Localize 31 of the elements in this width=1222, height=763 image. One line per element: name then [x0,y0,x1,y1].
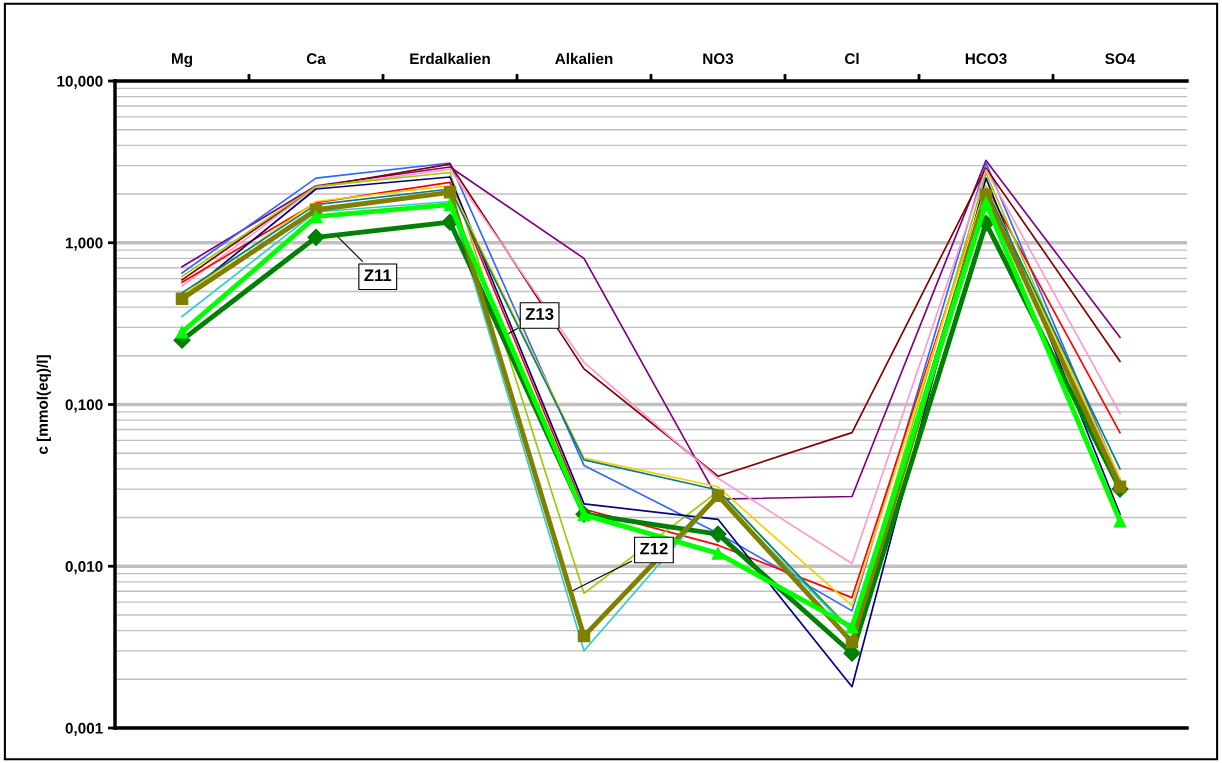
y-tick-label: 10,000 [57,75,103,89]
series-label: Z12 [640,542,668,555]
series-label: Z13 [525,308,554,320]
point [845,620,859,634]
y-axis-title: c [mmol(eq)/l] [36,355,51,454]
y-tick-label: 0,001 [65,722,103,736]
point [443,198,457,211]
x-tick-label: Alkalien [555,52,613,65]
y-tick-label: 1,000 [65,237,103,251]
text: Z11 [364,269,392,282]
x-tick-label: NO3 [703,53,734,65]
x-tick-label: Mg [171,53,193,68]
point [1113,514,1127,528]
x-tick-label: Erdalkalien [410,52,490,65]
point [175,325,189,339]
point [307,228,325,246]
point [443,186,457,199]
x-tick-label: HCO3 [965,53,1007,65]
point [979,196,993,210]
x-tick-label: SO4 [1105,53,1136,65]
x-tick-label: Ca [306,53,326,65]
x-tick-label: Cl [844,52,859,65]
point [845,635,859,649]
point [709,525,727,543]
point [711,489,725,502]
point [175,292,189,306]
point [1113,480,1127,494]
point [577,629,591,643]
y-tick-label: 0,100 [65,399,103,413]
y-tick-label: 0,010 [65,561,103,575]
point [711,547,725,560]
